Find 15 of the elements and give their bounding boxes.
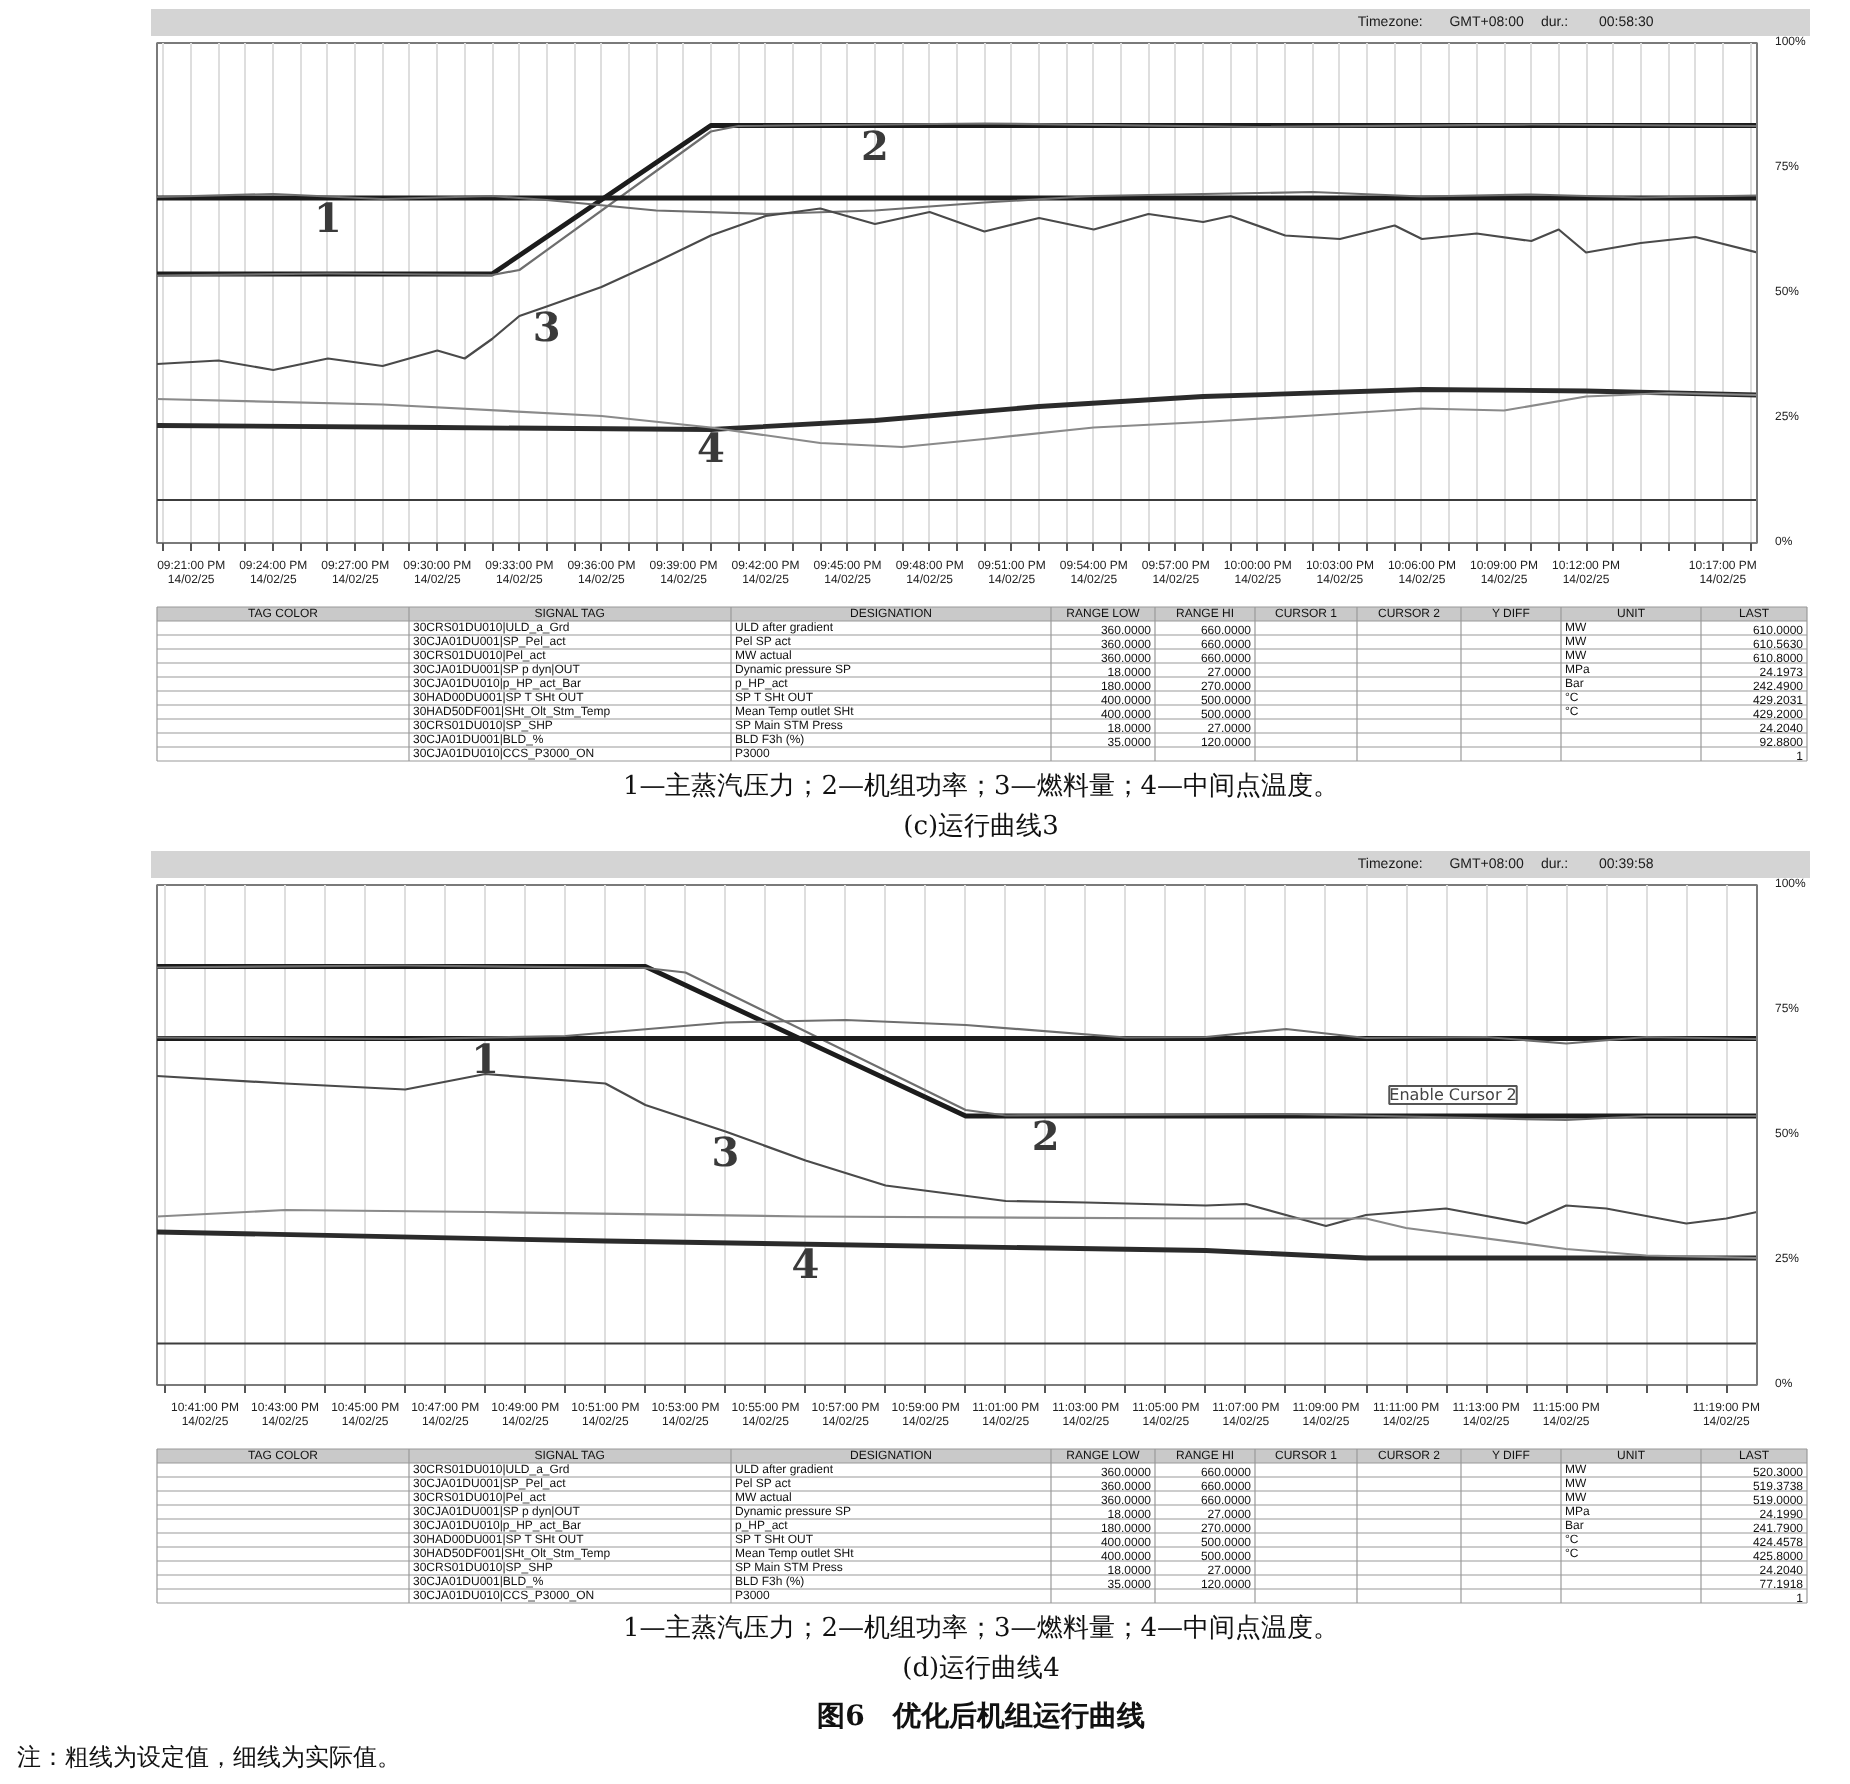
text: (c)运行曲线3 <box>903 812 1059 842</box>
annotation: 4 <box>791 1240 820 1288</box>
annotation: 3 <box>532 302 561 351</box>
text: 图6 优化后机组运行曲线 <box>817 1699 1145 1733</box>
annotation: 3 <box>711 1127 740 1176</box>
annotation: 1 <box>471 1034 500 1083</box>
annotation: 1 <box>314 194 342 242</box>
text: (d)运行曲线4 <box>902 1654 1060 1684</box>
text: 注：粗线为设定值，细线为实际值。 <box>17 1743 401 1771</box>
text: 1—主蒸汽压力；2—机组功率；3—燃料量；4—中间点温度。 <box>622 1612 1340 1644</box>
annotation: 2 <box>861 121 889 170</box>
text: 1—主蒸汽压力；2—机组功率；3—燃料量；4—中间点温度。 <box>622 770 1340 802</box>
annotation: Enable Cursor 2 <box>1389 1086 1517 1104</box>
annotation: 2 <box>1031 1112 1060 1160</box>
annotation: 4 <box>696 423 725 472</box>
